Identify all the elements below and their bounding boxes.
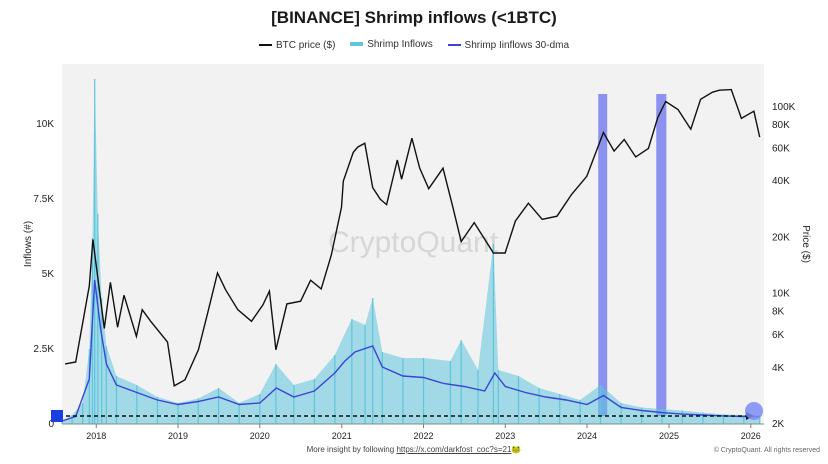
legend-label-shrimp: Shrimp Inflows — [367, 38, 433, 50]
dma-series-line — [61, 279, 760, 422]
legend-swatch-shrimp — [350, 42, 364, 46]
y2-tick-label: 2K — [772, 419, 785, 430]
end-marker[interactable] — [745, 402, 763, 420]
start-marker[interactable] — [51, 410, 63, 422]
footer-emoji: 🐸 — [511, 445, 522, 454]
legend-item-dma[interactable]: Shrimp Iinflows 30-dma — [447, 39, 570, 51]
highlight-band — [656, 94, 667, 416]
x-tick-label: 2022 — [414, 431, 434, 441]
legend-label-price: BTC price ($) — [275, 39, 336, 51]
btc-price-series-line — [64, 88, 761, 388]
x-tick-label: 2018 — [86, 431, 106, 441]
legend-label-dma: Shrimp Iinflows 30-dma — [464, 39, 570, 51]
y-tick-label: 10K — [36, 119, 54, 130]
y2-tick-label: 20K — [772, 232, 790, 243]
y2-tick-label: 100K — [772, 102, 796, 113]
x-tick-label: 2025 — [659, 431, 679, 441]
axes: 0 2.5K 5K 7.5K 10K 2K 4K 6K 8K 10K 20K 40K 60K 80K 100… — [33, 102, 795, 441]
y2-tick-label: 8K — [772, 307, 785, 318]
chart-title: [BINANCE] Shrimp inflows (<1BTC) — [271, 8, 557, 27]
footer-text: More insight by following — [306, 445, 395, 454]
y-axis-label: Inflows (#) — [23, 221, 34, 267]
shrimp-inflows-series — [61, 79, 761, 424]
legend-item-price[interactable]: BTC price ($) — [258, 39, 336, 51]
y2-tick-label: 6K — [772, 330, 785, 341]
y-tick-label: 0 — [48, 419, 54, 430]
shrimp-inflows-area — [62, 79, 760, 424]
x-tick-label: 2026 — [741, 431, 761, 441]
x-tick-label: 2023 — [495, 431, 515, 441]
y-tick-label: 2.5K — [33, 344, 54, 355]
chart-canvas: CryptoQuant 0 2.5K 5K 7.5K 10K 2K 4K 6K 8K 10K 20K… — [23, 64, 811, 441]
y-tick-label: 7.5K — [33, 194, 54, 205]
highlight-bands — [598, 94, 667, 416]
highlight-band — [598, 94, 608, 416]
y2-tick-label: 80K — [772, 120, 790, 131]
footer-link[interactable]: https://x.com/darkfost_coc?s=21 — [396, 445, 512, 454]
x-tick-label: 2024 — [577, 431, 597, 441]
legend-swatch-price — [258, 44, 272, 46]
y2-tick-label: 60K — [772, 143, 790, 154]
legend-swatch-dma — [447, 44, 461, 46]
y2-axis-label: Price ($) — [800, 225, 811, 263]
watermark: CryptoQuant — [328, 226, 499, 259]
y2-tick-label: 4K — [772, 363, 785, 374]
legend-item-shrimp[interactable]: Shrimp Inflows — [350, 39, 433, 50]
x-tick-label: 2019 — [168, 431, 188, 441]
y2-tick-label: 40K — [772, 176, 790, 187]
x-tick-label: 2021 — [332, 431, 352, 441]
x-tick-label: 2020 — [250, 431, 270, 441]
footer-note: More insight by following https://x.com/… — [0, 445, 828, 454]
y2-tick-label: 10K — [772, 289, 790, 300]
chart-legend: BTC price ($) Shrimp Inflows Shrimp Iinf… — [0, 38, 828, 51]
y-tick-label: 5K — [42, 269, 55, 280]
copyright-credit: © CryptoQuant. All rights reserved — [713, 447, 820, 454]
